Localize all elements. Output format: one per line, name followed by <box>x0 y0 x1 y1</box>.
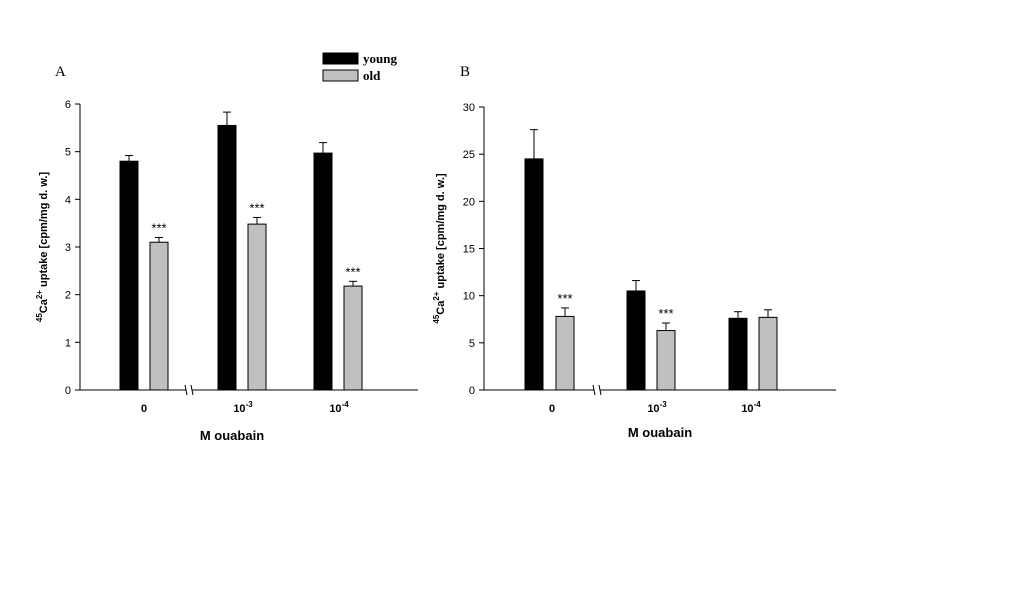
significance-label: *** <box>557 291 572 306</box>
bar-old-0 <box>555 315 575 391</box>
y-tick-label: 0 <box>65 385 71 397</box>
bar-young-0 <box>119 160 139 391</box>
legend-label: young <box>363 51 397 66</box>
axis-break-mark <box>184 384 188 396</box>
legend-label: old <box>363 68 381 83</box>
x-axis-label: M ouabain <box>628 425 692 440</box>
y-axis-label: 45Ca2+ uptake [cpm/mg d. w.] <box>432 173 447 324</box>
y-tick-label: 1 <box>65 337 71 349</box>
bar-young-2 <box>313 152 333 391</box>
y-tick-label: 25 <box>463 149 475 161</box>
y-tick-label: 20 <box>463 196 475 208</box>
axis-break-mark <box>190 384 194 396</box>
legend-swatch-old <box>322 69 359 82</box>
x-category-label: 10-3 <box>233 400 253 415</box>
y-tick-label: 0 <box>469 385 475 397</box>
significance-label: *** <box>151 220 166 235</box>
legend-swatch-young <box>322 52 359 65</box>
y-tick-label: 10 <box>463 291 475 303</box>
bar-old-1 <box>247 223 267 391</box>
y-tick-label: 2 <box>65 290 71 302</box>
bar-old-2 <box>758 316 778 391</box>
y-axis-label: 45Ca2+ uptake [cpm/mg d. w.] <box>35 172 50 323</box>
panel-label: A <box>55 64 66 80</box>
panel-b: B 0 5 10 15 20 25 30 *** *** 0 10-3 10-4 M ouabain 45C… <box>432 64 836 440</box>
bar-young-1 <box>217 124 237 391</box>
significance-label: *** <box>249 200 264 215</box>
x-category-label: 10-3 <box>647 400 667 415</box>
significance-label: *** <box>345 264 360 279</box>
bar-young-0 <box>524 158 544 391</box>
panel-a: A 0 1 2 3 4 5 6 *** *** *** 0 10-3 10-4 M ouabain 45Ca2… <box>35 64 418 443</box>
panel-label: B <box>460 64 470 80</box>
x-category-label: 10-4 <box>329 400 349 415</box>
significance-label: *** <box>658 306 673 321</box>
y-tick-label: 30 <box>463 102 475 114</box>
bar-young-1 <box>626 290 646 391</box>
x-axis-label: M ouabain <box>200 428 264 443</box>
y-tick-label: 5 <box>469 338 475 350</box>
x-category-label: 0 <box>141 403 147 415</box>
axis-break-mark <box>598 384 602 396</box>
x-category-label: 0 <box>549 403 555 415</box>
y-tick-label: 15 <box>463 244 475 256</box>
y-tick-label: 4 <box>65 194 71 206</box>
y-tick-label: 5 <box>65 147 71 159</box>
bar-old-1 <box>656 330 676 391</box>
y-tick-label: 6 <box>65 99 71 111</box>
bar-young-2 <box>728 317 748 391</box>
axis-break-mark <box>592 384 596 396</box>
y-tick-label: 3 <box>65 242 71 254</box>
legend: young old <box>322 51 397 83</box>
x-category-label: 10-4 <box>741 400 761 415</box>
bar-old-0 <box>149 241 169 391</box>
bar-old-2 <box>343 285 363 391</box>
